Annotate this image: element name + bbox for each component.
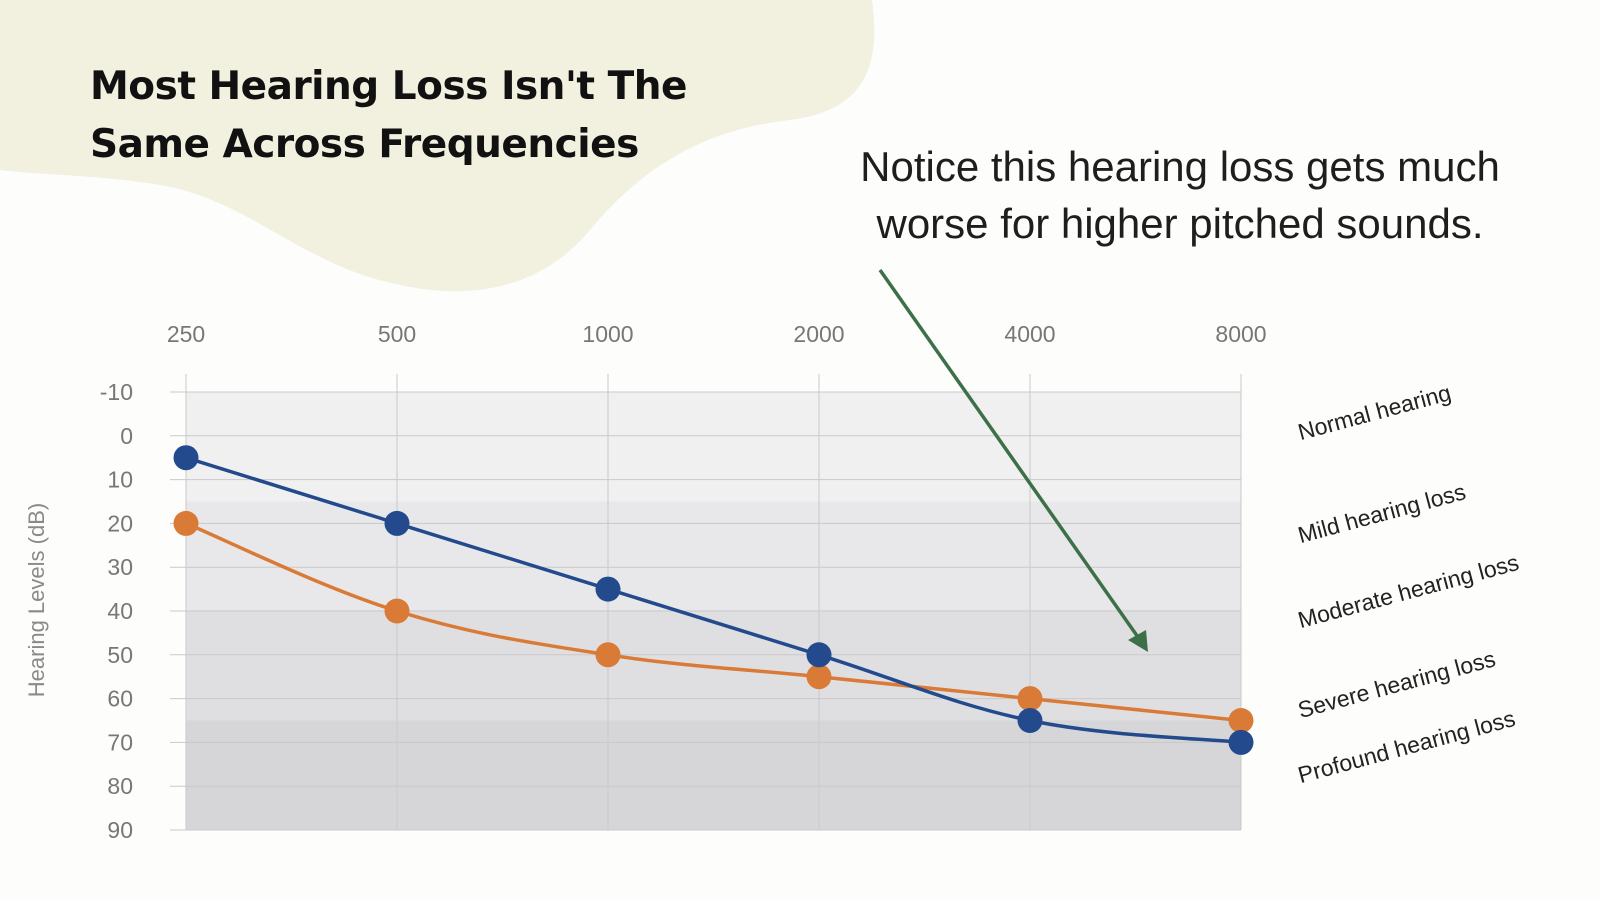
series-0-point	[1228, 729, 1254, 755]
y-tick-label: 70	[107, 729, 133, 755]
x-tick-label: 8000	[1215, 321, 1266, 347]
band-1	[186, 501, 1241, 611]
series-0-point	[806, 642, 832, 668]
x-tick-label: 1000	[582, 321, 633, 347]
callout-text: Notice this hearing loss gets much worse…	[860, 143, 1500, 247]
series-0-point	[384, 510, 410, 536]
x-tick-label: 4000	[1004, 321, 1055, 347]
series-1-point	[1017, 686, 1043, 712]
y-tick-label: 50	[107, 642, 133, 668]
page-title: Most Hearing Loss Isn't The Same Across …	[90, 64, 687, 167]
y-axis-label: Hearing Levels (dB)	[24, 503, 49, 697]
series-1-point	[1228, 708, 1254, 733]
x-tick-label: 2000	[793, 321, 844, 347]
series-line-1	[185, 521, 1242, 723]
y-tick-label: 0	[120, 423, 133, 449]
series-line-0	[185, 456, 1242, 745]
y-tick-label: 60	[107, 686, 133, 712]
y-tick-label: 10	[107, 467, 133, 493]
y-tick-label: -10	[100, 379, 133, 405]
y-tick-labels: -10 0 10 20 30 40 50 60 70 80 90	[100, 379, 133, 843]
callout-arrow	[878, 268, 1148, 652]
series-1-point	[173, 510, 199, 536]
chart-series	[173, 445, 1254, 755]
series-0-point	[595, 576, 621, 602]
x-tick-labels: 250 500 1000 2000 4000 8000	[167, 321, 1267, 347]
series-0-point	[1017, 708, 1043, 733]
band-3	[186, 720, 1241, 830]
y-tick-label: 80	[107, 773, 133, 799]
y-tick-label: 20	[107, 510, 133, 536]
series-1-point	[806, 664, 832, 690]
series-1-point	[384, 598, 410, 624]
series-1-point	[595, 642, 621, 668]
y-tick-label: 40	[107, 598, 133, 624]
x-tick-label: 500	[378, 321, 416, 347]
chart-grid	[170, 374, 1242, 831]
band-0	[186, 392, 1241, 502]
y-tick-label: 30	[107, 554, 133, 580]
x-tick-label: 250	[167, 321, 205, 347]
series-0-point	[173, 445, 199, 471]
y-tick-label: 90	[107, 817, 133, 843]
